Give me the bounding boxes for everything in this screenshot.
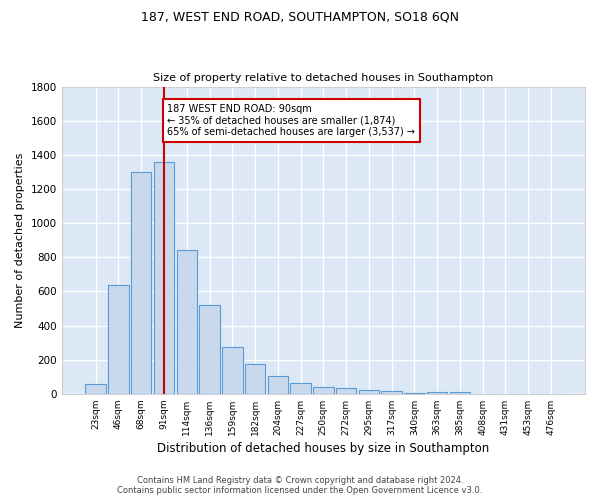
Y-axis label: Number of detached properties: Number of detached properties bbox=[15, 152, 25, 328]
Bar bbox=[449, 392, 470, 394]
Text: Contains HM Land Registry data © Crown copyright and database right 2024.
Contai: Contains HM Land Registry data © Crown c… bbox=[118, 476, 482, 495]
Bar bbox=[154, 162, 174, 394]
Bar bbox=[222, 347, 242, 394]
Bar bbox=[199, 305, 220, 394]
Text: 187, WEST END ROAD, SOUTHAMPTON, SO18 6QN: 187, WEST END ROAD, SOUTHAMPTON, SO18 6Q… bbox=[141, 10, 459, 23]
Bar bbox=[404, 393, 425, 394]
X-axis label: Distribution of detached houses by size in Southampton: Distribution of detached houses by size … bbox=[157, 442, 490, 455]
Bar bbox=[313, 387, 334, 394]
Bar bbox=[268, 376, 288, 394]
Bar bbox=[359, 390, 379, 394]
Text: 187 WEST END ROAD: 90sqm
← 35% of detached houses are smaller (1,874)
65% of sem: 187 WEST END ROAD: 90sqm ← 35% of detach… bbox=[167, 104, 415, 137]
Bar bbox=[108, 284, 129, 394]
Bar bbox=[131, 172, 151, 394]
Bar bbox=[427, 392, 448, 394]
Bar bbox=[176, 250, 197, 394]
Title: Size of property relative to detached houses in Southampton: Size of property relative to detached ho… bbox=[153, 73, 494, 83]
Bar bbox=[290, 382, 311, 394]
Bar bbox=[85, 384, 106, 394]
Bar bbox=[382, 392, 402, 394]
Bar bbox=[336, 388, 356, 394]
Bar bbox=[245, 364, 265, 394]
